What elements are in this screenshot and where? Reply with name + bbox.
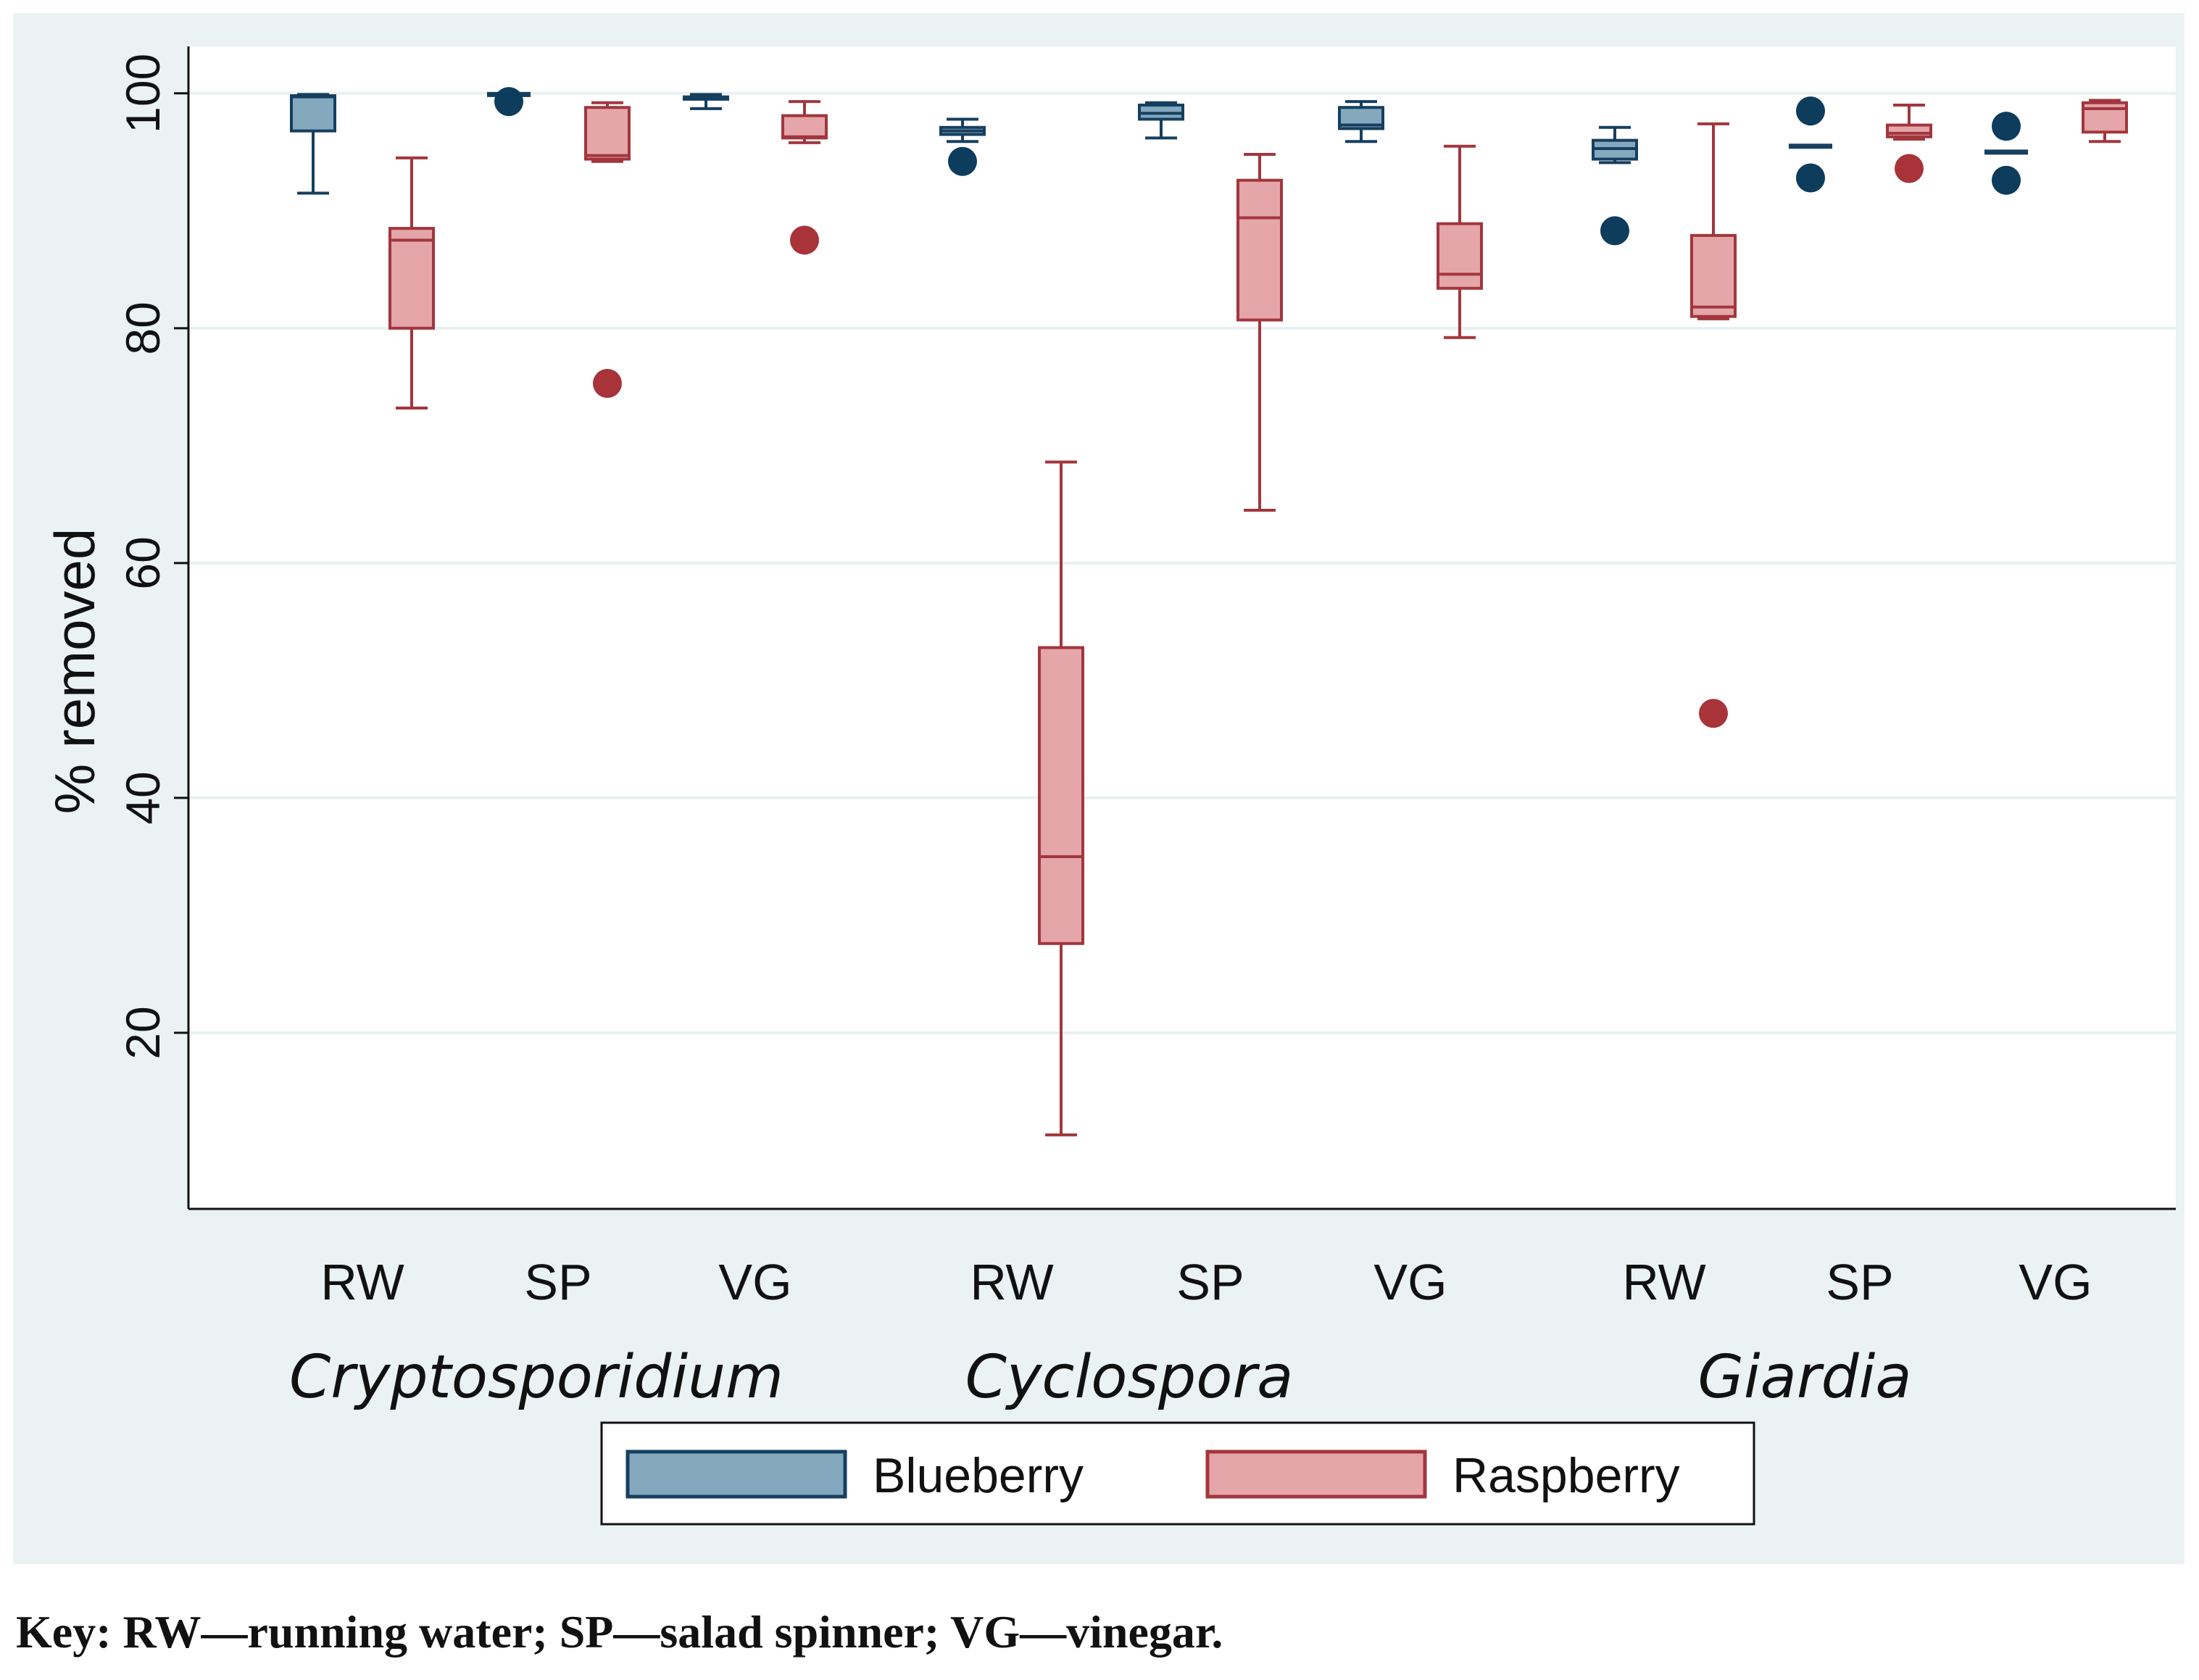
x-tick-label-g1-m2: VG <box>1373 1254 1447 1310</box>
chart-figure: 20 40 60 80 100 % removed RW SP VG Cryptosporidiu… <box>13 13 2185 1564</box>
x-tick-label-g2-m2: VG <box>2019 1254 2092 1310</box>
outlier-raspberry-g0-m1-0 <box>593 368 622 398</box>
x-tick-label-g0-m1: SP <box>524 1254 591 1310</box>
legend-swatch-raspberry <box>1205 1450 1427 1499</box>
outlier-blueberry-g2-m2-0 <box>1992 112 2021 141</box>
outlier-blueberry-g1-m0-0 <box>948 146 977 176</box>
outlier-blueberry-g2-m2-1 <box>1992 165 2021 195</box>
outlier-raspberry-g2-m1-0 <box>1895 154 1924 183</box>
y-tick-label-60: 60 <box>116 536 170 589</box>
box-plot-chart: 20 40 60 80 100 % removed RW SP VG Cryptosporidiu… <box>43 46 2176 1526</box>
box-raspberry-g2-m2 <box>2082 101 2128 134</box>
group-label-cyclospora: Cyclospora <box>965 1343 1294 1412</box>
legend-swatch-blueberry <box>625 1450 847 1499</box>
x-tick-label-g2-m1: SP <box>1826 1254 1893 1310</box>
outlier-blueberry-g2-m1-1 <box>1796 163 1825 193</box>
legend-label-raspberry: Raspberry <box>1452 1448 1680 1503</box>
outlier-blueberry-g2-m0-0 <box>1600 216 1629 246</box>
y-axis-label: % removed <box>43 528 107 815</box>
x-tick-label-g1-m1: SP <box>1176 1254 1244 1310</box>
x-tick-label-g0-m0: RW <box>320 1254 404 1310</box>
plot-area <box>188 46 2176 1209</box>
y-tick-label-100: 100 <box>116 54 170 133</box>
y-tick-label-20: 20 <box>116 1006 170 1059</box>
outlier-blueberry-g2-m1-0 <box>1796 96 1825 126</box>
box-raspberry-g0-m1 <box>584 106 631 161</box>
box-raspberry-g2-m1 <box>1886 123 1932 138</box>
outlier-blueberry-g0-m1-0 <box>494 87 523 117</box>
box-raspberry-g0-m2 <box>781 114 828 140</box>
box-blueberry-g0-m0 <box>290 94 336 133</box>
box-raspberry-g0-m0 <box>388 227 435 330</box>
box-raspberry-g1-m0 <box>1038 646 1084 945</box>
group-label-cryptosporidium: Cryptosporidium <box>289 1343 783 1412</box>
x-tick-label-g0-m2: VG <box>718 1254 791 1310</box>
outlier-raspberry-g0-m2-0 <box>790 225 819 255</box>
box-raspberry-g1-m2 <box>1437 222 1483 290</box>
y-tick-label-40: 40 <box>116 771 170 824</box>
box-raspberry-g2-m0 <box>1690 233 1737 318</box>
x-tick-label-g1-m0: RW <box>970 1254 1053 1310</box>
x-tick-label-g2-m0: RW <box>1622 1254 1705 1310</box>
y-tick-label-80: 80 <box>116 302 170 354</box>
group-label-giardia: Giardia <box>1697 1343 1911 1412</box>
outlier-raspberry-g2-m0-0 <box>1699 699 1728 728</box>
box-raspberry-g1-m1 <box>1236 178 1283 322</box>
key-caption: Key: RW—running water; SP—salad spinner;… <box>16 1606 1223 1658</box>
legend-label-blueberry: Blueberry <box>873 1448 1084 1503</box>
